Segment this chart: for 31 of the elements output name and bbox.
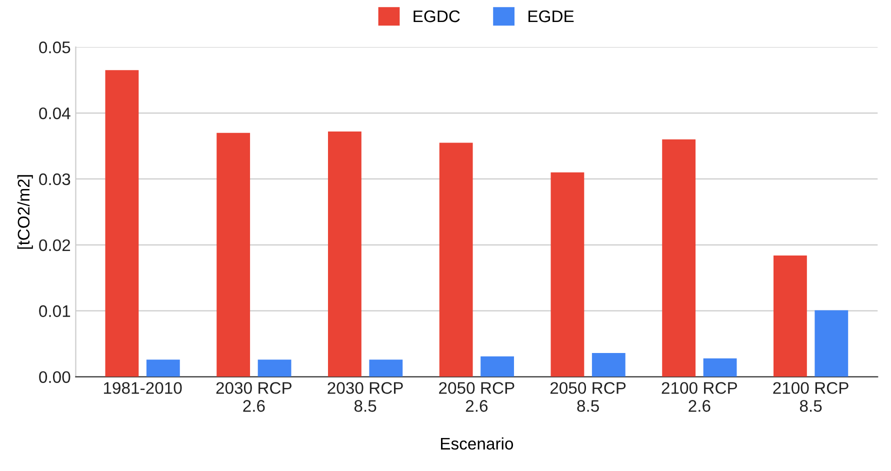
bar	[703, 358, 737, 377]
y-tick-label: 0.04	[39, 107, 70, 120]
x-tick-label: 2050 RCP 2.6	[439, 382, 514, 412]
y-tick-label: 0.00	[39, 371, 70, 384]
x-tick-label: 2100 RCP 8.5	[773, 382, 848, 412]
legend-label: EGDC	[414, 10, 460, 22]
x-tick-label: 2030 RCP 8.5	[328, 382, 403, 412]
x-tick-label: 2050 RCP 8.5	[550, 382, 626, 412]
bar	[105, 70, 139, 377]
bar	[439, 142, 473, 377]
bar	[592, 353, 626, 377]
y-axis-title: [tCO2/m2]	[17, 175, 33, 249]
bar	[662, 139, 696, 377]
bar	[216, 132, 250, 377]
bar	[814, 310, 848, 377]
x-tick-label: 1981-2010	[104, 382, 182, 394]
bar	[258, 360, 292, 377]
x-tick-label: 2030 RCP 2.6	[216, 382, 292, 412]
bar	[369, 360, 403, 377]
bar	[774, 255, 807, 377]
y-tick-label: 0.02	[39, 239, 70, 252]
x-axis-title: Escenario	[440, 437, 514, 450]
y-tick-label: 0.03	[39, 173, 70, 186]
bar	[146, 360, 180, 377]
y-tick-label: 0.01	[39, 305, 70, 318]
x-tick-label: 2100 RCP 2.6	[662, 382, 738, 412]
legend-label: EGDE	[528, 10, 574, 22]
bar	[328, 132, 362, 377]
y-tick-label: 0.05	[39, 42, 70, 54]
bar	[480, 356, 514, 377]
bar	[550, 172, 584, 377]
